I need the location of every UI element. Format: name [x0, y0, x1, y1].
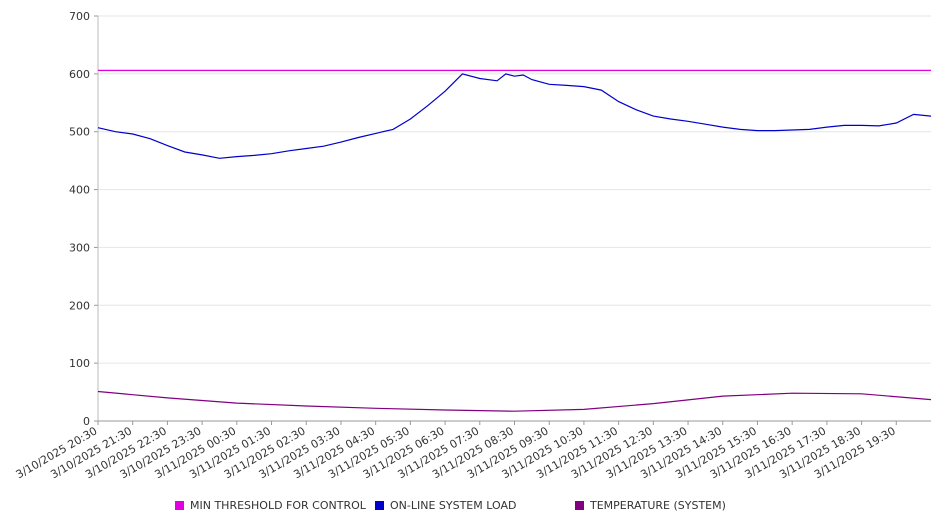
- legend-swatch: [175, 501, 184, 510]
- legend-swatch: [575, 501, 584, 510]
- series-lines: [97, 69, 932, 412]
- legend-swatch: [375, 501, 384, 510]
- x-axis: 3/10/2025 20:303/10/2025 21:303/10/2025 …: [14, 420, 931, 481]
- y-axis: 0 100 200 300 400 500 600 700: [69, 10, 99, 428]
- series-line: [97, 390, 932, 412]
- series-line: [97, 73, 932, 159]
- y-tick-label: 600: [69, 68, 90, 81]
- y-tick-label: 200: [69, 299, 90, 312]
- y-tick-label: 400: [69, 184, 90, 197]
- legend-item-threshold: MIN THRESHOLD FOR CONTROL: [175, 499, 366, 512]
- y-tick-label: 300: [69, 241, 90, 254]
- legend-label: TEMPERATURE (SYSTEM): [590, 499, 726, 512]
- legend-item-temperature: TEMPERATURE (SYSTEM): [575, 499, 726, 512]
- legend-item-system-load: ON-LINE SYSTEM LOAD: [375, 499, 516, 512]
- y-tick-label: 100: [69, 357, 90, 370]
- y-tick-label: 0: [83, 415, 90, 428]
- legend-label: ON-LINE SYSTEM LOAD: [390, 499, 517, 512]
- legend-label: MIN THRESHOLD FOR CONTROL: [190, 499, 366, 512]
- y-tick-label: 700: [69, 10, 90, 23]
- grid-lines: [98, 15, 931, 422]
- y-tick-label: 500: [69, 126, 90, 139]
- legend: MIN THRESHOLD FOR CONTROL ON-LINE SYSTEM…: [0, 499, 946, 513]
